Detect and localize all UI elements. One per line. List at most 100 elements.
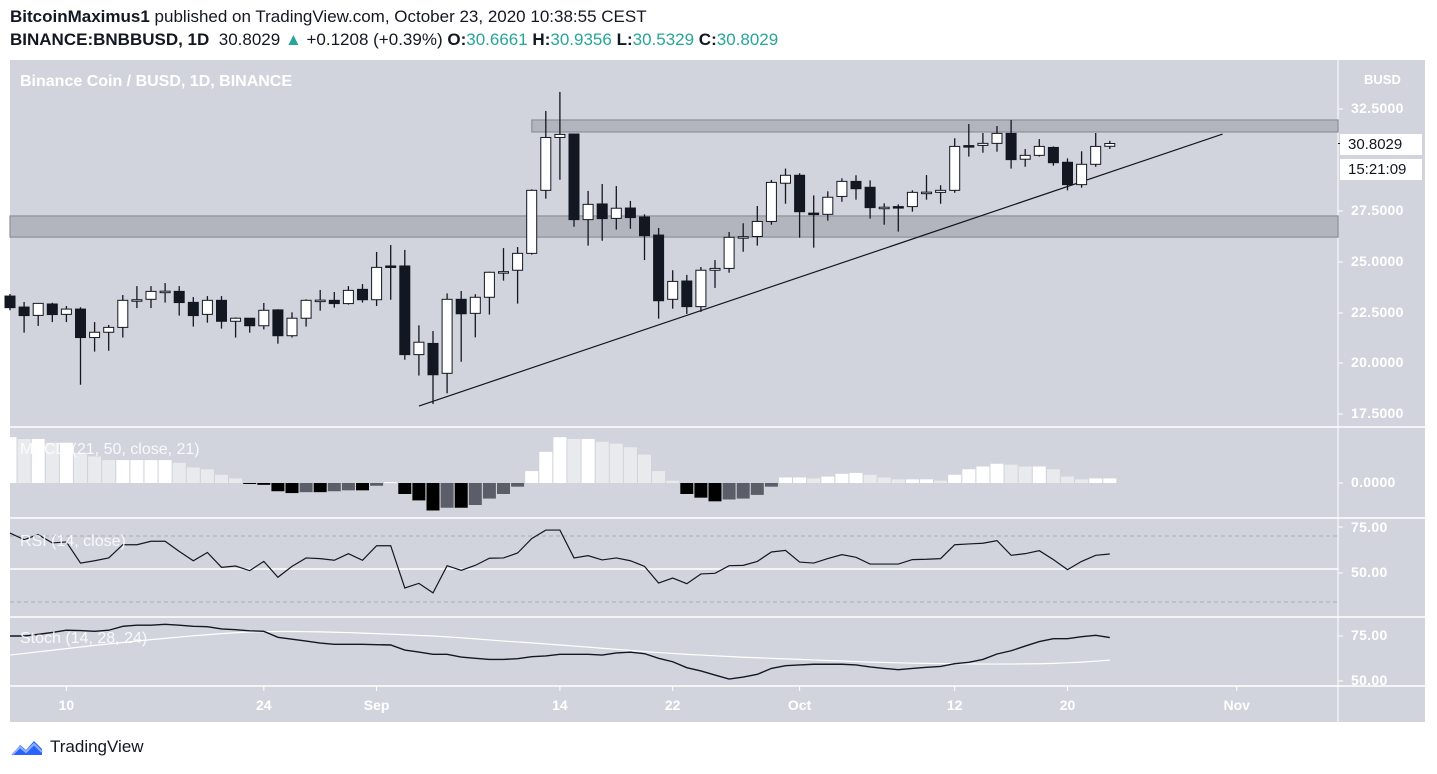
macd-histogram-bar bbox=[59, 442, 73, 483]
macd-histogram-bar bbox=[779, 477, 792, 483]
macd-histogram-bar bbox=[976, 466, 990, 483]
brand-name: TradingView bbox=[50, 737, 144, 756]
macd-histogram-bar bbox=[1075, 479, 1089, 483]
candle-body bbox=[723, 236, 735, 269]
candle-body bbox=[286, 317, 298, 337]
macd-histogram-bar bbox=[764, 483, 778, 487]
macd-histogram-bar bbox=[539, 451, 553, 483]
macd-histogram-bar bbox=[88, 456, 102, 483]
candle-body bbox=[483, 271, 495, 298]
macd-histogram-bar bbox=[877, 477, 891, 483]
rsi-tick: 75.00 bbox=[1351, 519, 1388, 535]
currency-label: BUSD bbox=[1364, 72, 1401, 87]
bar-countdown: 15:21:09 bbox=[1340, 159, 1422, 180]
macd-histogram-bar bbox=[793, 477, 807, 483]
close-label: C: bbox=[698, 30, 717, 49]
rsi-line bbox=[9, 529, 1110, 594]
candle-body bbox=[159, 290, 171, 294]
candle-body bbox=[272, 309, 284, 337]
candle-body bbox=[455, 298, 467, 315]
candle-body bbox=[314, 299, 326, 303]
candle-body bbox=[610, 207, 622, 219]
candle-body bbox=[371, 266, 383, 301]
candle-body bbox=[526, 189, 538, 254]
candle-body bbox=[230, 317, 242, 322]
candle-body bbox=[89, 331, 101, 339]
macd-histogram-bar bbox=[356, 483, 369, 491]
high-value: 30.9356 bbox=[550, 30, 612, 49]
last-price-label: 30.8029 bbox=[1340, 134, 1422, 155]
candle-body bbox=[864, 186, 876, 209]
candle-body bbox=[808, 212, 820, 216]
stoch-label[interactable]: Stoch (14, 28, 24) bbox=[20, 630, 148, 647]
horizontal-zone bbox=[9, 215, 1339, 238]
macd-histogram-bar bbox=[807, 478, 821, 483]
macd-histogram-bar bbox=[313, 483, 327, 493]
macd-histogram-bar bbox=[102, 460, 116, 483]
tradingview-logo[interactable]: TradingView bbox=[10, 737, 144, 757]
time-tick-label: 22 bbox=[664, 697, 681, 713]
macd-histogram-bar bbox=[905, 479, 919, 483]
candle-body bbox=[342, 289, 354, 305]
macd-histogram-bar bbox=[299, 483, 313, 493]
rsi-label[interactable]: RSI (14, close) bbox=[20, 533, 126, 550]
macd-histogram-bar bbox=[863, 474, 877, 483]
candle-body bbox=[582, 203, 594, 221]
candle-body bbox=[469, 296, 481, 314]
macd-histogram-bar bbox=[609, 443, 623, 483]
macd-histogram-bar bbox=[595, 441, 609, 483]
macd-histogram-bar bbox=[962, 469, 976, 483]
candle-body bbox=[4, 295, 16, 309]
macd-histogram-bar bbox=[440, 483, 454, 508]
macd-histogram-bar bbox=[497, 483, 510, 494]
chart-panel[interactable] bbox=[10, 60, 1425, 722]
close-value: 30.8029 bbox=[716, 30, 779, 49]
candle-body bbox=[906, 191, 918, 208]
macd-histogram-bar bbox=[1089, 478, 1103, 483]
macd-label[interactable]: MACD (21, 50, close, 21) bbox=[20, 441, 200, 458]
price-tick: 20.0000 bbox=[1351, 354, 1404, 370]
macd-histogram-bar bbox=[680, 483, 694, 494]
candle-body bbox=[512, 252, 524, 271]
time-tick-label: 14 bbox=[552, 697, 568, 713]
candle-body bbox=[46, 303, 58, 316]
open-label: O: bbox=[447, 30, 467, 49]
stoch-d-line bbox=[9, 630, 1110, 665]
macd-histogram-bar bbox=[200, 469, 214, 483]
candle-body bbox=[977, 142, 989, 146]
low-label: L: bbox=[616, 30, 633, 49]
macd-histogram-bar bbox=[468, 483, 482, 505]
macd-histogram-bar bbox=[45, 442, 59, 483]
last-price: 30.8029 bbox=[218, 30, 281, 49]
candle-body bbox=[258, 309, 270, 327]
macd-histogram-bar bbox=[341, 483, 355, 491]
macd-histogram-bar bbox=[934, 480, 948, 483]
macd-histogram-bar bbox=[821, 476, 835, 483]
publish-info: BitcoinMaximus1 published on TradingView… bbox=[10, 7, 647, 27]
candle-body bbox=[991, 132, 1003, 144]
candle-body bbox=[1104, 143, 1116, 147]
candle-body bbox=[1076, 163, 1088, 186]
author-name[interactable]: BitcoinMaximus1 bbox=[10, 7, 150, 26]
macd-histogram-bar bbox=[130, 460, 144, 483]
macd-histogram-bar bbox=[257, 483, 271, 485]
ascending-trendline bbox=[418, 133, 1223, 407]
candle-body bbox=[822, 196, 834, 215]
candle-body bbox=[1047, 146, 1059, 164]
candle-body bbox=[1005, 132, 1017, 161]
stoch-tick: 50.00 bbox=[1351, 672, 1388, 688]
candle-body bbox=[498, 271, 509, 274]
symbol-info: BINANCE:BNBBUSD, 1D 30.8029 ▲ +0.1208 (+… bbox=[10, 30, 778, 50]
candle-body bbox=[357, 288, 368, 301]
candle-body bbox=[794, 174, 806, 213]
candle-body bbox=[103, 326, 115, 333]
price-tick: 17.5000 bbox=[1351, 405, 1404, 421]
macd-histogram-bar bbox=[229, 478, 243, 483]
candle-body bbox=[554, 133, 566, 138]
macd-histogram-bar bbox=[454, 483, 468, 508]
candle-body bbox=[765, 181, 777, 222]
candle-body bbox=[399, 265, 411, 356]
candle-body bbox=[639, 216, 650, 237]
time-tick-label: Oct bbox=[787, 697, 812, 713]
